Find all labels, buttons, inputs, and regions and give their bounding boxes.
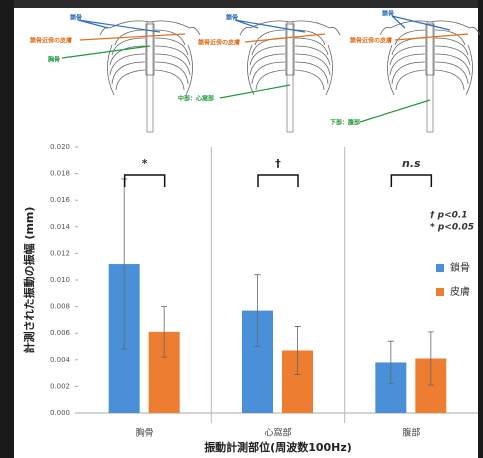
y-axis-title: 計測された振動の振幅 (mm)	[22, 207, 36, 354]
x-axis-title: 振動計測部位(周波数100Hz)	[204, 440, 352, 454]
significance-label: n.s	[402, 157, 421, 170]
y-tick-label: 0.018	[50, 170, 70, 178]
illustration-label: 鎖骨近傍の皮膚	[30, 37, 72, 45]
significance-bracket	[390, 174, 433, 187]
illustration-label: 鎖骨	[70, 14, 82, 22]
error-bar	[387, 340, 394, 385]
error-bar	[161, 306, 168, 358]
y-tick-label: 0.012	[50, 249, 70, 257]
illustration-label: 胸骨	[48, 56, 60, 64]
right-strip	[478, 0, 483, 458]
legend-swatch	[436, 264, 444, 272]
x-tick-label: 腹部	[402, 427, 420, 439]
significance-bracket	[257, 174, 299, 187]
legend-label: 鎖骨	[450, 261, 470, 274]
y-tick-label: 0.008	[50, 303, 70, 311]
legend-swatch	[436, 288, 444, 296]
illustration-label: 鎖骨近傍の皮膚	[350, 37, 392, 45]
significance-label: *	[142, 157, 148, 170]
legend-label: 皮膚	[450, 285, 470, 298]
x-tick-label: 胸骨	[136, 427, 154, 439]
top-strip	[0, 0, 483, 8]
y-tick-label: 0.004	[50, 356, 71, 364]
illustration-label: 下部：腹部	[330, 119, 360, 127]
y-tick-label: 0.006	[50, 329, 71, 337]
y-tick-label: 0.020	[50, 143, 70, 151]
left-strip	[0, 0, 14, 458]
illustration-label: 鎖骨近傍の皮膚	[198, 39, 240, 47]
y-tick-label: 0.014	[50, 223, 71, 231]
y-tick-label: 0.002	[50, 382, 70, 390]
pointers	[61, 15, 469, 123]
illustration-label: 鎖骨	[226, 14, 238, 22]
illustration-label: 中部：心窩部	[178, 95, 214, 103]
y-tick-label: 0.016	[50, 196, 71, 204]
note: * p<0.05	[430, 223, 474, 233]
error-bar	[254, 274, 261, 347]
illustration-label: 鎖骨	[382, 10, 394, 18]
significance-label: †	[275, 157, 281, 170]
error-bar	[427, 331, 434, 386]
x-tick-label: 心窩部	[264, 427, 291, 439]
note: † p<0.1	[430, 211, 468, 221]
significance-bracket	[123, 174, 166, 187]
y-tick-label: 0.010	[50, 276, 70, 284]
error-bar	[294, 326, 301, 375]
y-tick-label: 0.000	[50, 409, 70, 417]
